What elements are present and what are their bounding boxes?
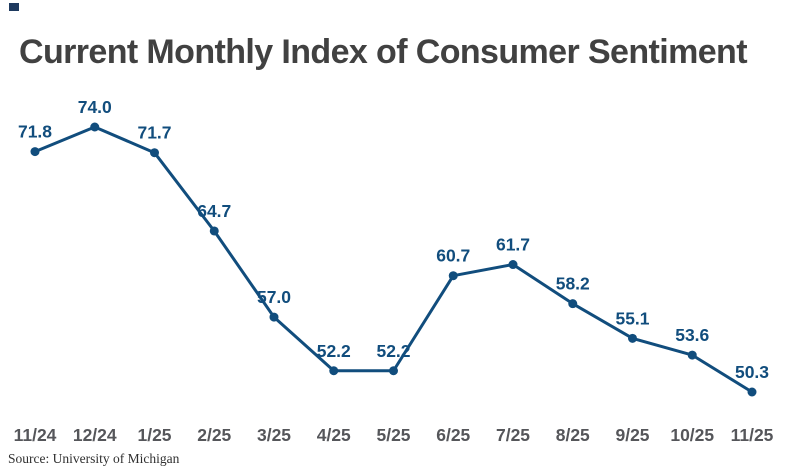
data-point (269, 312, 279, 322)
data-label: 50.3 (735, 362, 769, 382)
x-axis-label: 11/25 (731, 425, 774, 445)
x-axis-label: 4/25 (317, 425, 351, 445)
x-axis-label: 7/25 (496, 425, 530, 445)
x-axis-label: 6/25 (436, 425, 470, 445)
x-axis-label: 12/24 (73, 425, 117, 445)
data-label: 74.0 (78, 97, 112, 117)
chart-title: Current Monthly Index of Consumer Sentim… (19, 33, 748, 71)
data-label: 71.7 (137, 123, 171, 143)
data-label: 55.1 (615, 308, 649, 328)
x-axis-label: 9/25 (615, 425, 649, 445)
data-point (448, 271, 458, 281)
data-point (389, 366, 398, 376)
data-label: 57.0 (257, 287, 291, 307)
data-label: 64.7 (197, 201, 231, 221)
data-point (508, 260, 518, 270)
x-axis-label: 5/25 (376, 425, 410, 445)
data-point (687, 350, 697, 360)
data-label: 58.2 (556, 274, 590, 294)
data-point (209, 226, 219, 236)
data-label: 60.7 (436, 246, 470, 266)
x-axis-label: 2/25 (197, 425, 231, 445)
corner-mark (9, 3, 19, 11)
x-axis-label: 1/25 (137, 425, 171, 445)
data-point (747, 387, 757, 397)
data-label: 52.2 (376, 341, 410, 361)
data-label: 71.8 (18, 122, 52, 142)
data-point (30, 147, 40, 157)
data-point (150, 148, 159, 158)
data-point (628, 333, 637, 343)
x-axis-label: 11/24 (14, 425, 57, 445)
x-axis-label: 8/25 (556, 425, 590, 445)
x-axis-label: 3/25 (257, 425, 291, 445)
source-note: Source: University of Michigan (8, 451, 180, 466)
data-label: 52.2 (317, 341, 351, 361)
data-point (568, 299, 578, 309)
data-point (90, 122, 100, 132)
x-axis-label: 10/25 (670, 425, 714, 445)
data-point (329, 366, 339, 376)
data-label: 61.7 (496, 235, 530, 255)
data-label: 53.6 (675, 325, 709, 345)
